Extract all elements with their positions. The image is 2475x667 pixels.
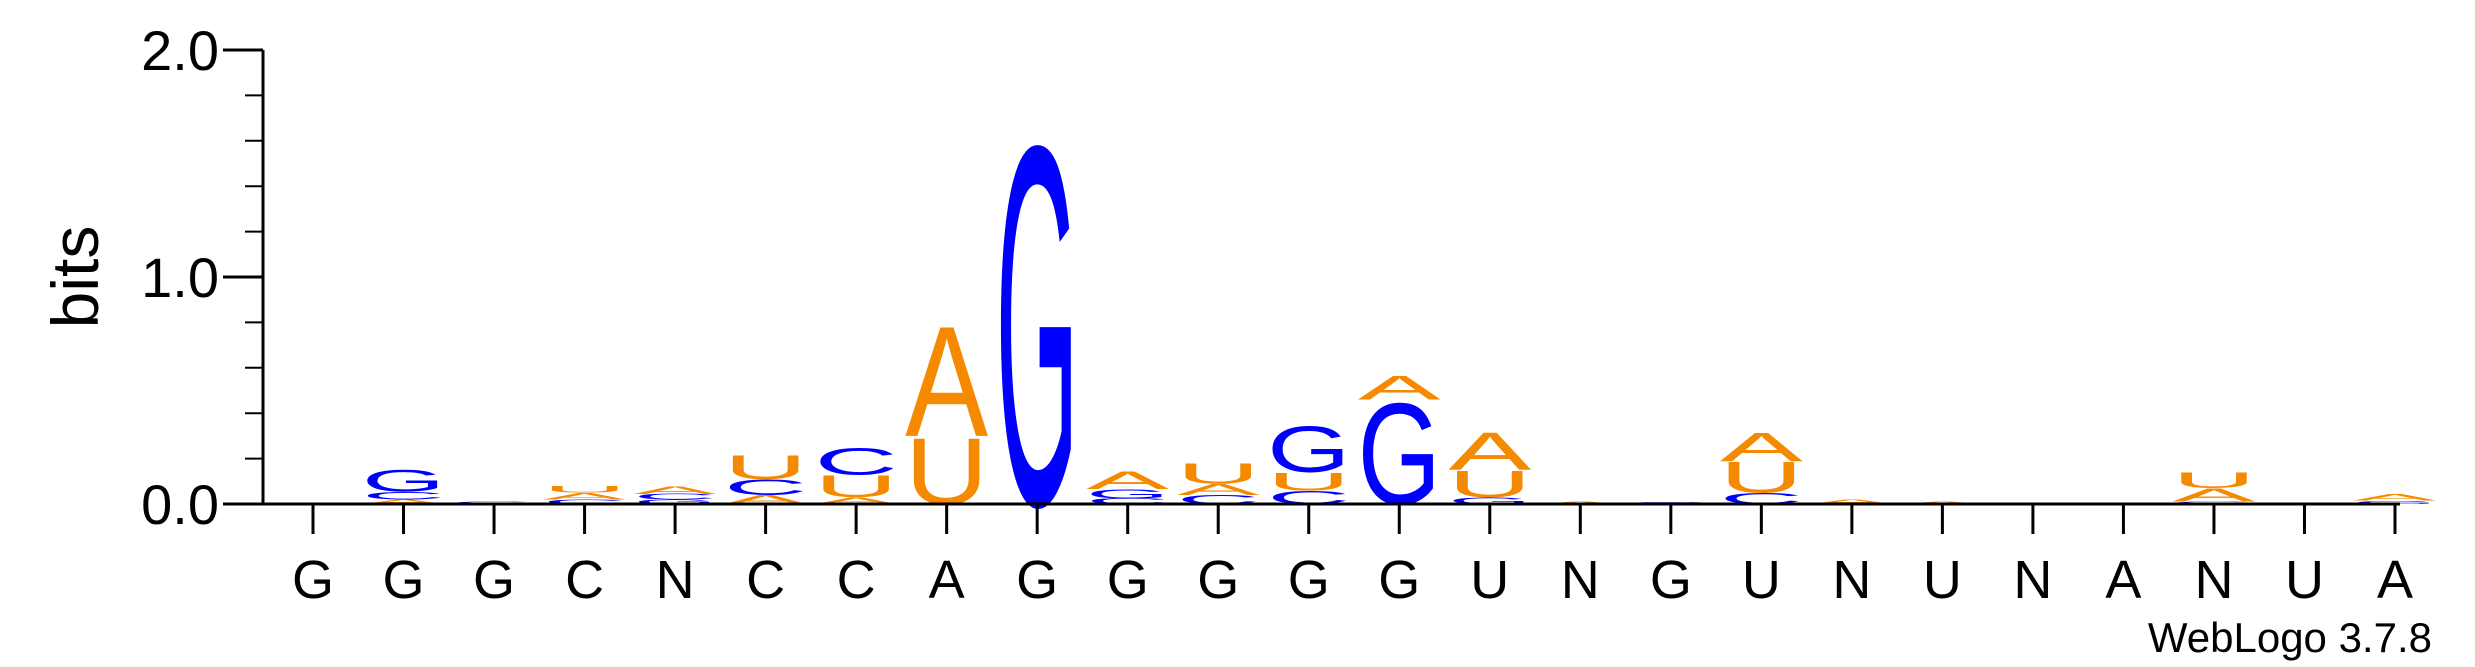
logo-letter-a: A [1358,368,1441,407]
x-tick-label: G [1288,550,1330,610]
logo-letter-g: G [362,463,445,498]
logo-letter-a: A [362,498,445,505]
logo-letter-c: C [633,492,716,501]
x-tick-label: G [1650,550,1692,610]
x-tick-label: G [383,550,425,610]
logo-letter-a: A [905,294,988,471]
logo-letter-g: G [1448,496,1531,507]
logo-letter-u: U [814,468,897,503]
logo-letter-u: U [1177,458,1260,490]
x-tick-label: C [565,550,604,610]
y-tick-label: 2.0 [141,19,219,82]
y-axis-label: bits [38,226,112,329]
x-tick-label: U [2285,550,2324,610]
logo-letter-a: A [1086,467,1169,495]
x-tick-label: G [473,550,515,610]
weblogo-footer: WebLogo 3.7.8 [2148,614,2432,661]
logo-letter-u: U [1448,463,1531,505]
logo-letter-a: A [2173,485,2257,506]
x-tick-label: G [1016,550,1058,610]
logo-letter-u: U [1720,453,1803,503]
y-tick-label: 1.0 [141,246,219,309]
x-tick-label: G [292,550,334,610]
logo-letter-c: C [724,475,807,500]
logo-letter-u: U [1267,467,1350,495]
x-tick-label: N [2194,550,2233,610]
x-tick-label: G [1197,550,1239,610]
logo-letter-c: C [362,490,445,502]
x-tick-label: C [746,550,785,610]
logo-letter-a: A [1177,481,1260,499]
logo-letter-c: C [814,441,897,483]
logo-letter-g: G [1267,412,1350,486]
logo-letter-a: A [634,484,717,496]
x-tick-label: N [1561,550,1600,610]
logo-letter-g: G [633,498,716,505]
x-tick-label: G [1378,550,1420,610]
logo-letter-u: U [724,448,807,487]
x-tick-label: U [1470,550,1509,610]
x-tick-label: U [1923,550,1962,610]
logo-letter-c: C [1086,497,1169,506]
logo-letter-a: A [2354,492,2437,503]
x-tick-label: A [2105,550,2141,610]
logo-letter-a: A [1810,498,1893,505]
logo-letter-a: A [815,495,898,506]
x-tick-label: G [1107,550,1149,610]
x-tick-label: N [2013,550,2052,610]
logo-letter-g: G [1086,487,1169,501]
y-tick-label: 0.0 [141,473,219,536]
logo-letter-a: A [543,491,626,502]
logo-letter-u: U [543,484,626,495]
logo-letter-u: U [2172,468,2255,493]
y-ticks: 0.0 1.0 2.0 [141,19,263,536]
x-tick-label: U [1742,550,1781,610]
x-tick-label: N [1832,550,1871,610]
logo-letter-g: G [2353,500,2436,505]
x-tick-label: A [2377,550,2413,610]
x-tick-label: A [929,550,965,610]
logo-letter-a: A [1720,424,1803,470]
logo-letter-a: A [1448,422,1531,482]
logo-letter-c: C [543,498,626,505]
x-tick-label: N [656,550,695,610]
x-tick-label: C [837,550,876,610]
